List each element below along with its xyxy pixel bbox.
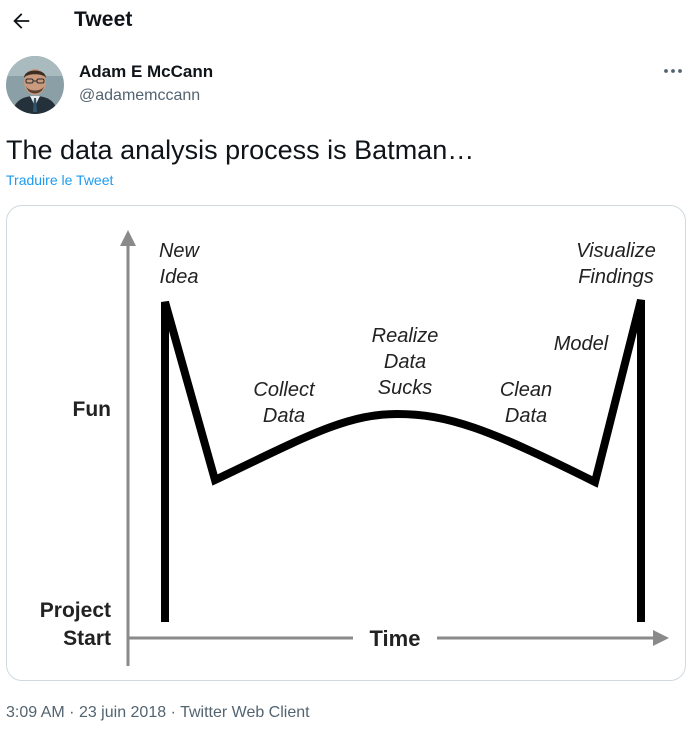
- tweet-metadata: 3:09 AM · 23 juin 2018 · Twitter Web Cli…: [6, 704, 310, 722]
- y-axis-arrowhead: [120, 230, 136, 246]
- annotation-visualize-findings-line1: Visualize: [576, 240, 656, 262]
- annotation-new-idea-line2: Idea: [160, 266, 199, 288]
- annotation-collect-data-line1: Collect: [253, 379, 316, 401]
- y-origin-label-line2: Start: [63, 627, 111, 650]
- arrow-left-icon: [13, 13, 30, 29]
- y-axis-label: Fun: [73, 398, 111, 421]
- tweet-source: Twitter Web Client: [180, 704, 310, 721]
- tweet-media-image[interactable]: Fun Project Start Time New Idea Collect …: [6, 205, 686, 681]
- tweet-date[interactable]: 23 juin 2018: [78, 704, 167, 721]
- more-options-button[interactable]: [660, 60, 686, 82]
- y-origin-label-line1: Project: [40, 599, 111, 622]
- tweet-author: Adam E McCann @adamemccann: [6, 56, 694, 116]
- annotation-visualize-findings-line2: Findings: [578, 266, 654, 288]
- batman-curve: [161, 299, 645, 622]
- annotation-realize-data-sucks-line1: Realize: [372, 325, 439, 347]
- annotation-collect-data-line2: Data: [263, 405, 305, 427]
- annotation-clean-data-line2: Data: [505, 405, 547, 427]
- back-button[interactable]: [4, 4, 38, 38]
- annotation-realize-data-sucks-line2: Data: [384, 351, 426, 373]
- annotation-realize-data-sucks-line3: Sucks: [378, 377, 432, 399]
- batman-chart: Fun Project Start Time New Idea Collect …: [40, 230, 669, 666]
- avatar[interactable]: [6, 56, 64, 114]
- x-axis-arrowhead: [653, 630, 669, 646]
- page-title: Tweet: [74, 8, 133, 31]
- tweet-time[interactable]: 3:09 AM: [6, 704, 65, 721]
- annotation-clean-data-line1: Clean: [500, 379, 552, 401]
- header: Tweet: [0, 0, 700, 44]
- avatar-image: [6, 56, 64, 114]
- more-horizontal-icon: [664, 69, 682, 73]
- tweet-text: The data analysis process is Batman…: [6, 135, 475, 165]
- author-display-name[interactable]: Adam E McCann: [79, 62, 214, 81]
- author-handle[interactable]: @adamemccann: [79, 87, 201, 104]
- annotation-new-idea-line1: New: [159, 240, 201, 262]
- x-axis-label: Time: [370, 626, 421, 651]
- translate-tweet-link[interactable]: Traduire le Tweet: [6, 172, 114, 188]
- annotation-model: Model: [554, 333, 609, 355]
- meta-separator: ·: [69, 704, 75, 721]
- meta-separator: ·: [170, 704, 176, 721]
